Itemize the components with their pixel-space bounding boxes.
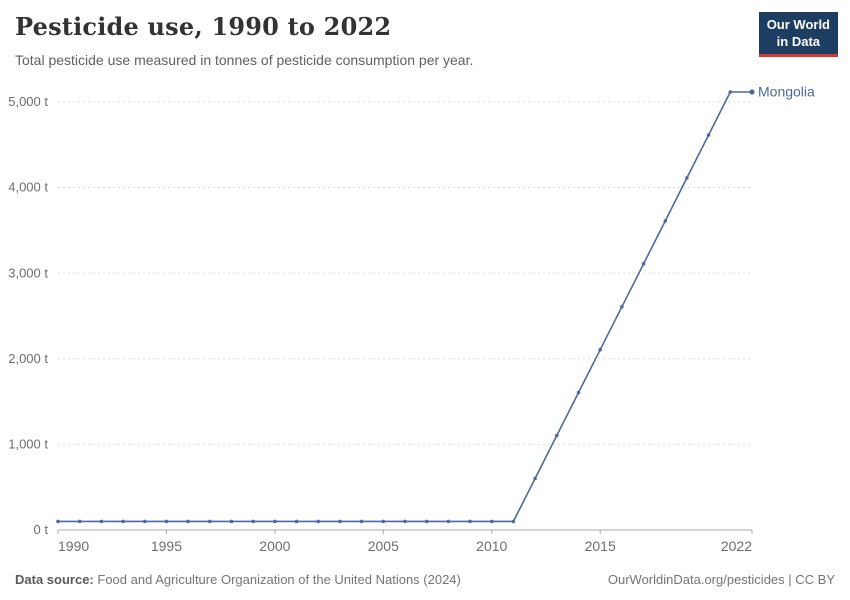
owid-logo-line2: in Data: [776, 33, 821, 49]
data-point-marker: [99, 519, 104, 524]
y-axis-tick-label: 4,000 t: [8, 180, 48, 195]
data-point-marker: [555, 433, 559, 438]
x-axis-tick-label: 2022: [721, 538, 752, 554]
data-point-marker: [685, 176, 689, 180]
data-point-marker: [620, 305, 624, 309]
data-point-marker: [359, 519, 364, 524]
x-axis-tick-label: 2010: [476, 538, 507, 554]
data-point-marker: [468, 519, 472, 524]
series-line[interactable]: [58, 91, 752, 523]
y-axis-tick-label: 5,000 t: [8, 94, 48, 109]
data-point-marker: [164, 519, 169, 524]
data-point-marker: [186, 519, 190, 524]
data-point-marker: [706, 133, 711, 137]
data-point-marker: [728, 90, 733, 94]
data-point-marker: [663, 219, 668, 223]
x-axis-tick-label: 1990: [58, 538, 89, 554]
data-point-marker: [641, 262, 646, 266]
data-point-marker: [251, 519, 255, 524]
chart-subtitle: Total pesticide use measured in tonnes o…: [15, 52, 474, 68]
data-point-marker: [403, 519, 407, 524]
x-axis-tick-label: 2015: [585, 538, 616, 554]
y-axis-tick-label: 3,000 t: [8, 265, 48, 280]
data-point-marker: [490, 519, 494, 524]
data-point-marker: [511, 519, 516, 524]
page-title: Pesticide use, 1990 to 2022: [15, 12, 392, 41]
data-point-marker: [121, 519, 125, 524]
data-point-marker: [229, 519, 234, 524]
data-point-marker: [576, 390, 581, 395]
y-axis-tick-label: 0 t: [34, 522, 49, 537]
data-point-marker: [749, 89, 755, 95]
data-point-marker: [338, 519, 342, 524]
line-series-mongolia[interactable]: Mongolia: [56, 83, 815, 524]
series-label-mongolia[interactable]: Mongolia: [758, 83, 815, 99]
data-point-marker: [446, 519, 451, 524]
owid-logo[interactable]: Our World in Data: [758, 12, 838, 58]
y-axis-tick-label: 2,000 t: [8, 351, 48, 366]
footer-citation-link[interactable]: OurWorldinData.org/pesticides | CC BY: [607, 572, 835, 587]
y-axis-tick-label: 1,000 t: [8, 437, 48, 452]
data-point-marker: [273, 519, 277, 524]
data-source-label: Data source:: [15, 572, 94, 587]
data-point-marker: [316, 519, 321, 524]
x-axis-tick-label: 2005: [368, 538, 399, 554]
x-axis-tick-label: 1995: [151, 538, 182, 554]
chart-footer: Data source: Food and Agriculture Organi…: [15, 572, 835, 587]
x-axis-tick-label: 2000: [259, 538, 290, 554]
owid-logo-line1: Our World: [766, 17, 830, 32]
data-point-marker: [208, 519, 212, 524]
data-point-marker: [56, 519, 60, 524]
data-point-marker: [598, 347, 602, 352]
data-point-marker: [77, 519, 82, 524]
data-point-marker: [381, 519, 386, 524]
data-point-marker: [143, 519, 147, 524]
data-point-marker: [533, 476, 537, 481]
data-point-marker: [424, 519, 429, 524]
data-source: Data source: Food and Agriculture Organi…: [15, 572, 461, 587]
data-source-text: Food and Agriculture Organization of the…: [97, 572, 461, 587]
data-point-marker: [294, 519, 299, 524]
